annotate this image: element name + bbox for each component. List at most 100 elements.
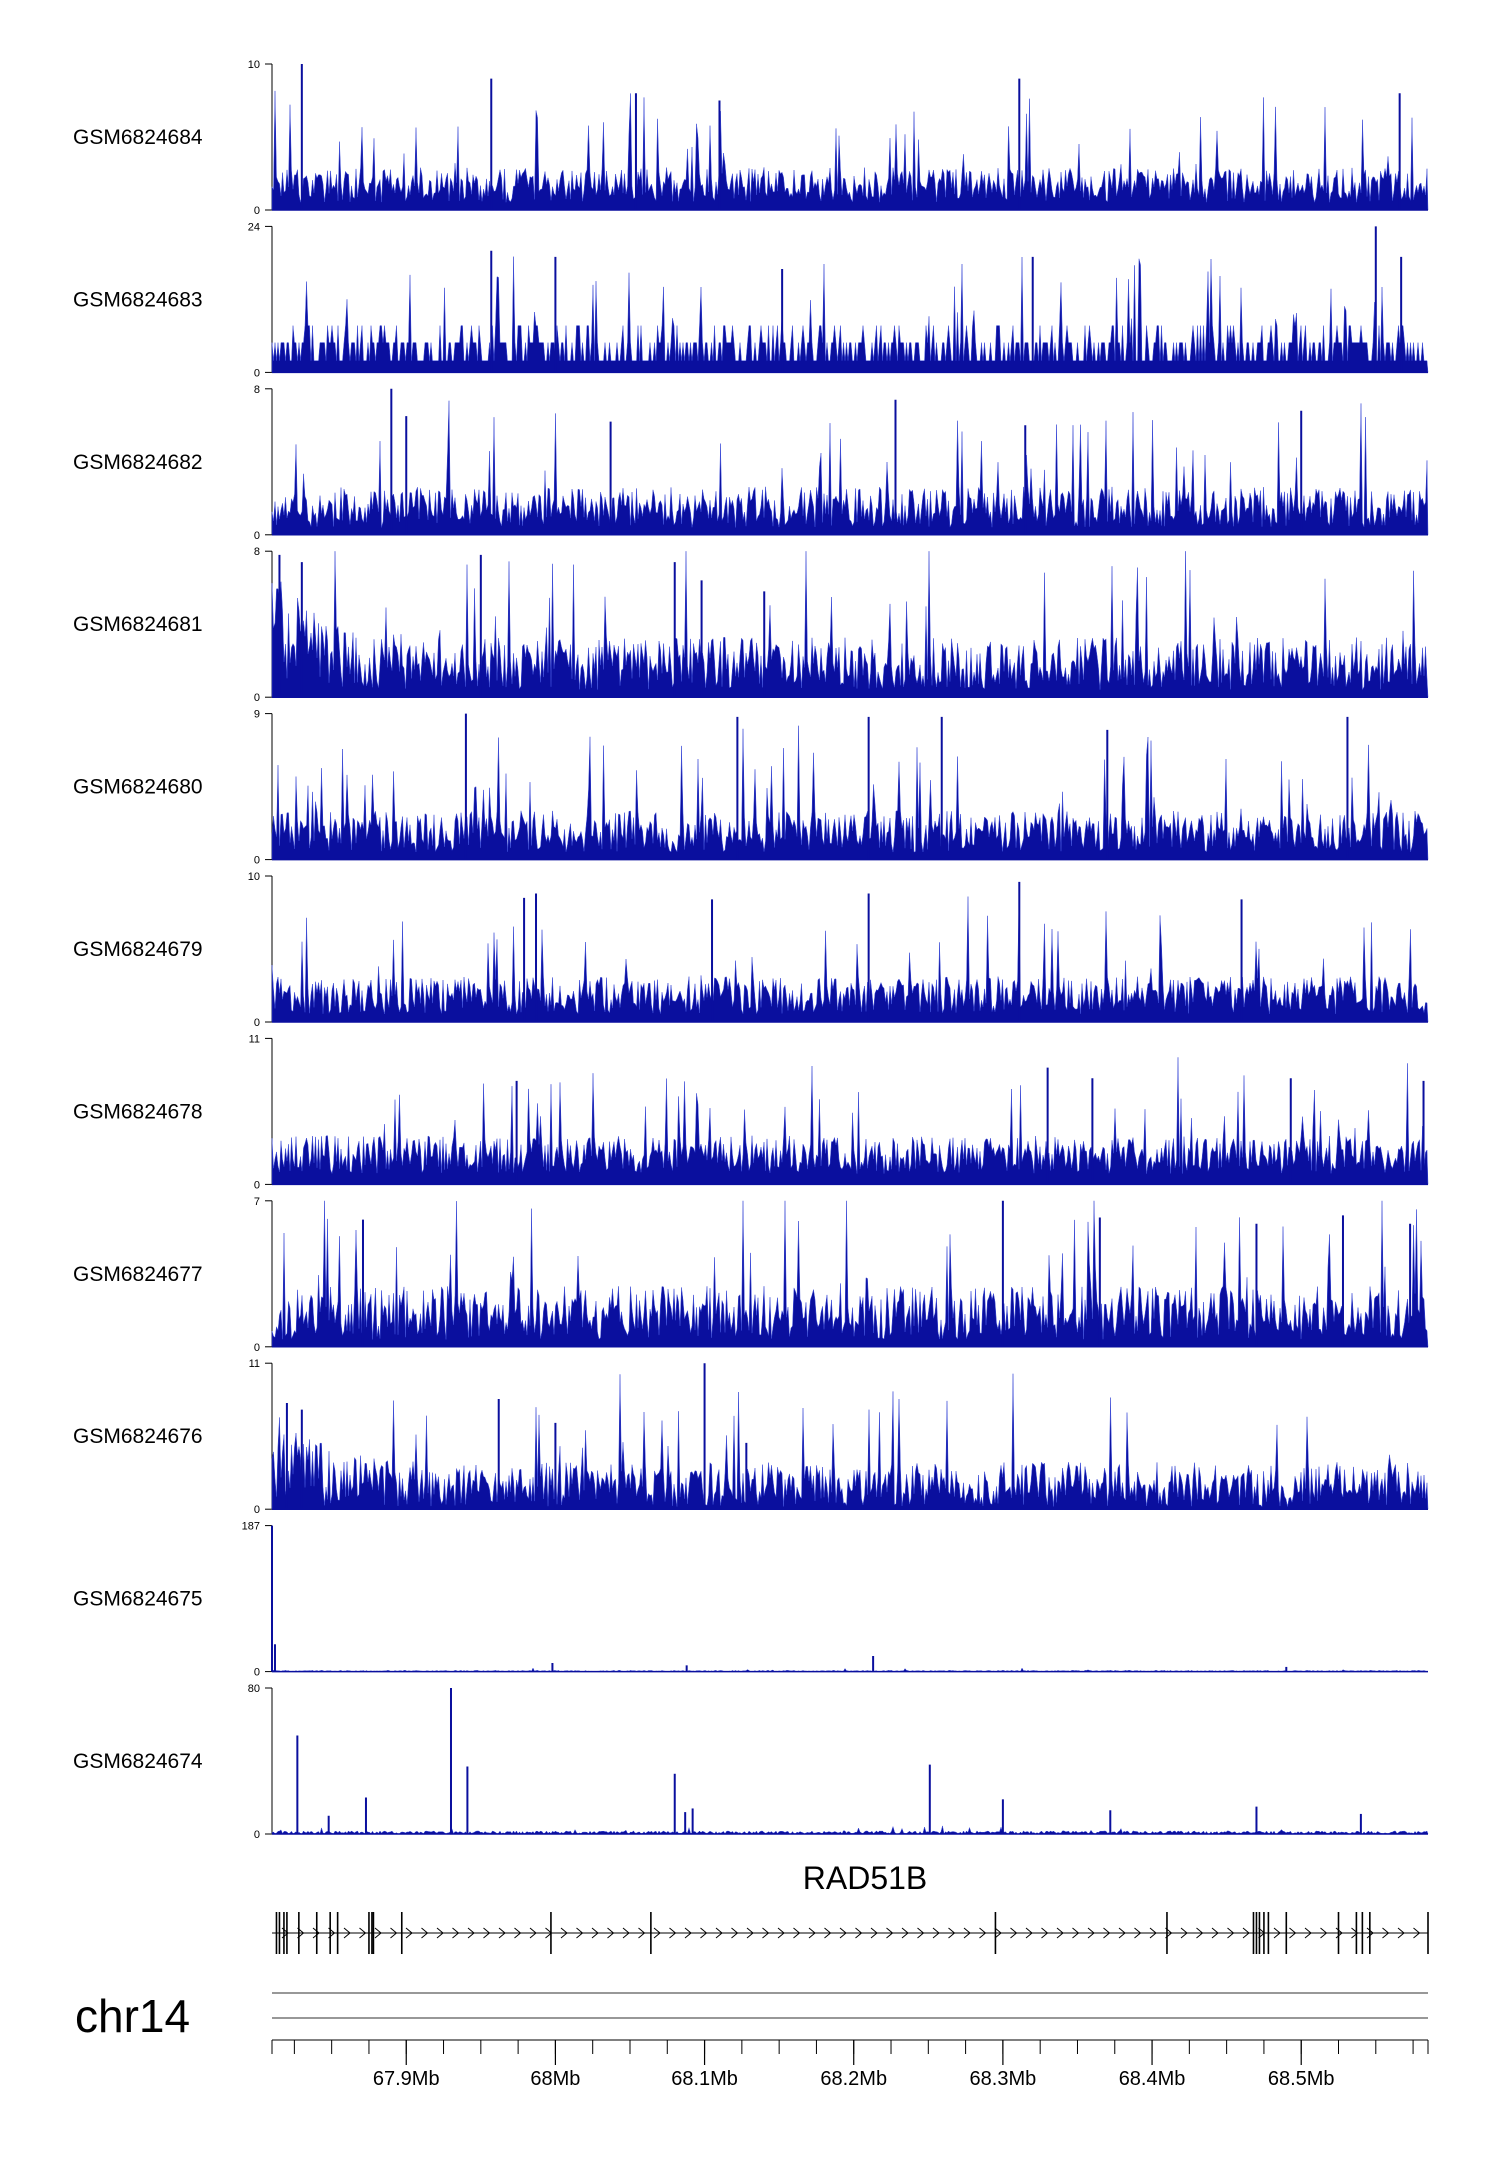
strand-arrow — [1211, 1927, 1219, 1939]
y-tick-label-min: 0 — [254, 1667, 260, 1679]
strand-arrow — [1273, 1927, 1281, 1939]
strand-arrow — [1149, 1927, 1157, 1939]
strand-arrow — [653, 1927, 661, 1939]
strand-arrow — [1041, 1927, 1049, 1939]
strand-arrow — [777, 1927, 785, 1939]
coverage-signal — [271, 400, 1429, 536]
y-tick-label-min: 0 — [254, 1829, 260, 1841]
y-tick-label-max: 9 — [254, 709, 260, 721]
genome-axis: chr14 67.9Mb 68Mb 68.1Mb 68.2Mb 68.3Mb 68.4Mb 6… — [75, 1990, 1429, 2090]
coverage-signal — [271, 1373, 1429, 1510]
strand-arrow — [1087, 1927, 1095, 1939]
strand-arrow — [808, 1927, 816, 1939]
strand-arrow — [638, 1927, 646, 1939]
y-tick-label-min: 0 — [254, 530, 260, 542]
strand-arrow — [700, 1927, 708, 1939]
track-label: GSM6824683 — [73, 288, 203, 311]
y-tick-label-min: 0 — [254, 205, 260, 217]
track-label: GSM6824678 — [73, 1100, 203, 1123]
strand-arrow — [901, 1927, 909, 1939]
strand-arrow — [1382, 1927, 1390, 1939]
gene-name-label: RAD51B — [803, 1860, 928, 1896]
strand-arrow — [467, 1927, 475, 1939]
strand-arrow — [514, 1927, 522, 1939]
track-label: GSM6824677 — [73, 1263, 203, 1286]
track-label: GSM6824681 — [73, 613, 203, 636]
y-tick-label-max: 11 — [249, 1358, 260, 1370]
x-tick-label: 67.9Mb — [373, 2068, 440, 2090]
coverage-signal — [271, 90, 1429, 211]
strand-arrow — [483, 1927, 491, 1939]
y-tick-label-min: 0 — [254, 1342, 260, 1354]
strand-arrow — [1397, 1927, 1405, 1939]
y-tick-label-max: 8 — [254, 384, 260, 396]
strand-arrow — [1227, 1927, 1235, 1939]
y-tick-label-min: 0 — [254, 367, 260, 379]
strand-arrow — [405, 1927, 413, 1939]
strand-arrow — [855, 1927, 863, 1939]
x-tick-label: 68Mb — [530, 2068, 580, 2090]
y-tick-label-min: 0 — [254, 1017, 260, 1029]
strand-arrow — [312, 1927, 320, 1939]
gene-annotation-track: RAD51B — [272, 1860, 1429, 1954]
y-tick-label-min: 0 — [254, 1179, 260, 1191]
strand-arrow — [529, 1927, 537, 1939]
coverage-signal — [271, 551, 1429, 698]
track-GSM6824679: GSM6824679 10 0 — [73, 871, 1429, 1029]
strand-arrow — [607, 1927, 615, 1939]
strand-arrow — [886, 1927, 894, 1939]
coverage-signal — [271, 725, 1429, 860]
y-tick-label-max: 11 — [249, 1033, 260, 1045]
strand-arrow — [979, 1927, 987, 1939]
strand-arrow — [948, 1927, 956, 1939]
track-GSM6824680: GSM6824680 9 0 — [73, 709, 1429, 867]
coverage-signal — [271, 1825, 1429, 1835]
y-tick-label-min: 0 — [254, 692, 260, 704]
track-GSM6824674: GSM6824674 80 0 — [73, 1683, 1429, 1841]
strand-arrow — [390, 1927, 398, 1939]
track-label: GSM6824679 — [73, 938, 203, 961]
track-label: GSM6824682 — [73, 451, 203, 474]
strand-arrow — [560, 1927, 568, 1939]
strand-arrow — [684, 1927, 692, 1939]
y-tick-label-max: 7 — [254, 1196, 260, 1208]
coverage-signal — [271, 896, 1429, 1023]
y-tick-label-min: 0 — [254, 855, 260, 867]
strand-arrow — [1196, 1927, 1204, 1939]
strand-arrow — [746, 1927, 754, 1939]
x-tick-label: 68.4Mb — [1119, 2068, 1186, 2090]
coverage-signal — [271, 256, 1429, 373]
strand-arrow — [436, 1927, 444, 1939]
strand-arrow — [932, 1927, 940, 1939]
strand-arrow — [1010, 1927, 1018, 1939]
y-tick-label-min: 0 — [254, 1504, 260, 1516]
strand-arrow — [343, 1927, 351, 1939]
strand-arrow — [1413, 1927, 1421, 1939]
y-tick-label-max: 8 — [254, 546, 260, 558]
coverage-tracks: GSM6824684100GSM6824683240GSM682468280GS… — [73, 59, 1429, 1841]
track-GSM6824676: GSM6824676 11 0 — [73, 1358, 1429, 1516]
track-GSM6824684: GSM6824684 10 0 — [73, 59, 1429, 217]
track-GSM6824675: GSM6824675 187 0 — [73, 1521, 1429, 1679]
track-label: GSM6824676 — [73, 1425, 203, 1448]
strand-arrow — [963, 1927, 971, 1939]
strand-arrow — [359, 1927, 367, 1939]
strand-arrow — [669, 1927, 677, 1939]
track-GSM6824677: GSM6824677 7 0 — [73, 1196, 1429, 1354]
track-GSM6824682: GSM6824682 8 0 — [73, 384, 1429, 542]
strand-arrow — [917, 1927, 925, 1939]
x-tick-label: 68.2Mb — [820, 2068, 887, 2090]
chromosome-label: chr14 — [75, 1990, 190, 2042]
strand-arrow — [498, 1927, 506, 1939]
strand-arrow — [1072, 1927, 1080, 1939]
track-GSM6824678: GSM6824678 11 0 — [73, 1033, 1429, 1191]
x-tick-label: 68.3Mb — [970, 2068, 1037, 2090]
track-GSM6824683: GSM6824683 24 0 — [73, 221, 1429, 379]
coverage-signal — [271, 1200, 1429, 1348]
y-tick-label-max: 187 — [242, 1521, 260, 1533]
strand-arrow — [1118, 1927, 1126, 1939]
y-tick-label-max: 10 — [248, 59, 260, 71]
strand-arrow — [1289, 1927, 1297, 1939]
strand-arrow — [1242, 1927, 1250, 1939]
